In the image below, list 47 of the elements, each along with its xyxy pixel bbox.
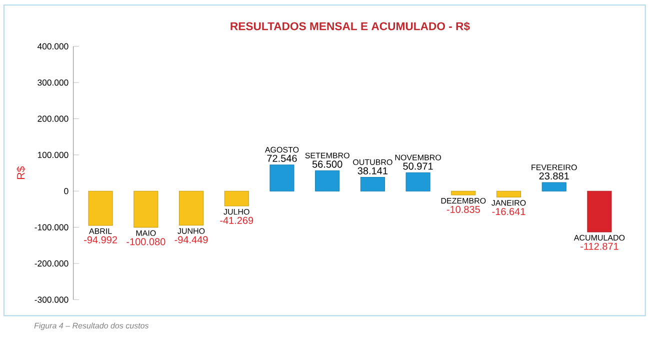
x-tick-label: ABRIL <box>89 228 112 234</box>
x-tick-label: DEZEMBRO <box>441 198 486 204</box>
data-label: -94.449 <box>174 236 208 244</box>
data-label: -41.269 <box>220 216 254 224</box>
text: Figura 4 – Resultado dos custos <box>34 322 149 330</box>
bar <box>496 190 522 198</box>
bar <box>451 190 476 196</box>
bar <box>587 190 612 232</box>
data-label: -16.641 <box>492 208 526 216</box>
data-label: -10.835 <box>446 206 480 213</box>
data-label: 72.546 <box>267 154 297 162</box>
data-label: -94.992 <box>84 236 117 244</box>
y-axis-title: R$ <box>16 166 26 179</box>
bar <box>134 190 158 228</box>
x-tick-label: NOVEMBRO <box>395 154 441 160</box>
y-tick-label: 300.000 <box>38 79 68 86</box>
x-tick-label: FEVEREIRO <box>532 164 577 170</box>
bar <box>406 172 430 192</box>
x-tick-label: JANEIRO <box>492 200 526 206</box>
data-label: -100.080 <box>126 238 166 246</box>
y-tick-label: 100.000 <box>38 152 68 158</box>
x-tick-label: AGOSTO <box>264 146 299 153</box>
x-tick-label: SETEMBRO <box>305 152 350 158</box>
bar <box>360 177 385 192</box>
bar <box>88 190 113 226</box>
y-tick-label: -300.000 <box>34 296 68 303</box>
y-tick-label: 200.000 <box>38 116 68 122</box>
x-tick-label: OUTUBRO <box>353 159 392 166</box>
bar <box>178 190 204 226</box>
y-tick-label: -200.000 <box>34 260 68 267</box>
bar <box>270 164 294 192</box>
data-label: 50.971 <box>403 162 433 170</box>
bar <box>224 190 249 206</box>
x-tick-label: MAIO <box>136 230 156 236</box>
y-tick-label: 0 <box>64 188 68 194</box>
y-tick-label: 400.000 <box>38 43 68 50</box>
y-tick-label: -100.000 <box>34 224 68 230</box>
data-label: 23.881 <box>539 172 569 180</box>
data-label: -112.871 <box>580 242 618 250</box>
x-tick-label: JUNHO <box>178 228 205 234</box>
x-tick-label: JULHO <box>224 208 250 215</box>
chart-title: RESULTADOS MENSAL E ACUMULADO - R$ <box>230 22 470 31</box>
bar <box>542 182 566 192</box>
bar <box>315 170 340 192</box>
x-tick-label: ACUMULADO <box>574 234 625 241</box>
data-label: 56.500 <box>312 160 342 168</box>
data-label: 38.141 <box>358 167 388 174</box>
